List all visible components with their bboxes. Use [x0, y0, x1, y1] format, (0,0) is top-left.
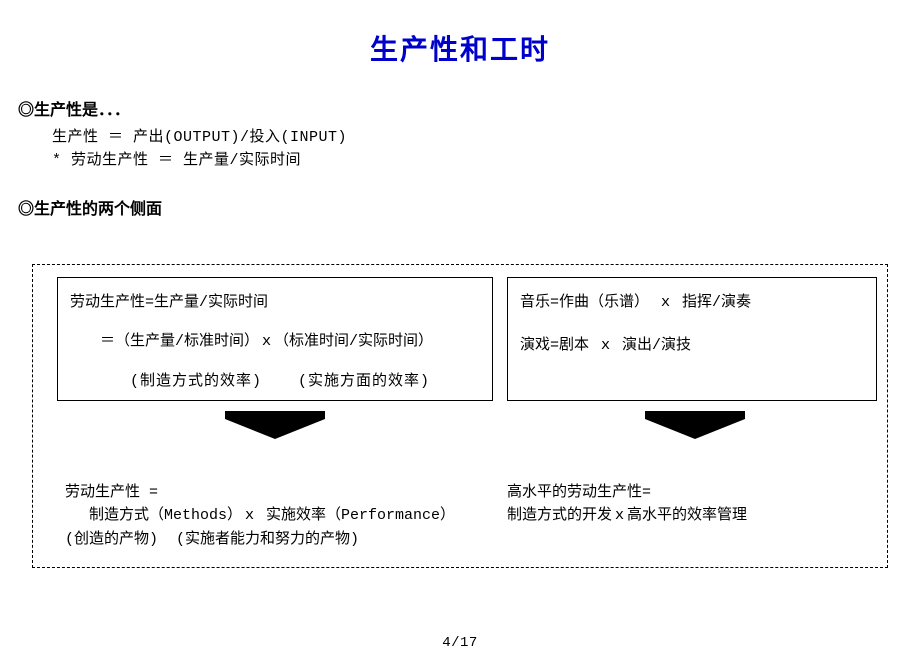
conclusion-left: 劳动生产性 = 制造方式（Methods）ｘ 实施效率（Performance）…: [65, 481, 495, 551]
box-right-line-2: 演戏=剧本 ｘ 演出/演技: [520, 335, 866, 358]
efficiency-label-2: (实施方面的效率): [298, 373, 430, 390]
conclusion-left-line-3: (创造的产物) (实施者能力和努力的产物): [65, 528, 495, 551]
dashed-container: 劳动生产性=生产量/实际时间 ＝（生产量/标准时间）ｘ（标准时间/实际时间） (…: [32, 264, 888, 568]
conclusion-right-line-2: 制造方式的开发ｘ高水平的效率管理: [507, 504, 887, 527]
formula-box-left: 劳动生产性=生产量/实际时间 ＝（生产量/标准时间）ｘ（标准时间/实际时间） (…: [57, 277, 493, 401]
conclusion-right-line-1: 高水平的劳动生产性=: [507, 481, 887, 504]
box-left-line-1: 劳动生产性=生产量/实际时间: [70, 292, 482, 315]
definition-line-2: * 劳动生产性 ＝ 生产量/实际时间: [52, 149, 920, 172]
box-left-line-2: ＝（生产量/标准时间）ｘ（标准时间/实际时间）: [100, 331, 482, 354]
caption-1: (创造的产物): [65, 531, 158, 548]
section-2-header: ◎生产性的两个侧面: [18, 195, 920, 219]
definition-line-1: 生产性 ＝ 产出(OUTPUT)/投入(INPUT): [52, 126, 920, 149]
efficiency-label-1: (制造方式的效率): [130, 373, 262, 390]
section-1-header: ◎生产性是．．．: [18, 96, 920, 120]
caption-2: (实施者能力和努力的产物): [176, 531, 359, 548]
conclusion-left-line-1: 劳动生产性 =: [65, 481, 495, 504]
analogy-box-right: 音乐=作曲（乐谱） ｘ 指挥/演奏 演戏=剧本 ｘ 演出/演技: [507, 277, 877, 401]
definition-block: 生产性 ＝ 产出(OUTPUT)/投入(INPUT) * 劳动生产性 ＝ 生产量…: [52, 126, 920, 173]
box-right-line-1: 音乐=作曲（乐谱） ｘ 指挥/演奏: [520, 292, 866, 315]
slide-title: 生产性和工时: [0, 28, 920, 68]
box-left-line-3: (制造方式的效率) (实施方面的效率): [130, 371, 482, 394]
conclusion-right: 高水平的劳动生产性= 制造方式的开发ｘ高水平的效率管理: [507, 481, 887, 528]
down-arrow-icon: [645, 411, 745, 439]
down-arrow-icon: [225, 411, 325, 439]
conclusion-left-line-2: 制造方式（Methods）ｘ 实施效率（Performance）: [89, 504, 495, 527]
page-number: 4/17: [0, 635, 920, 651]
